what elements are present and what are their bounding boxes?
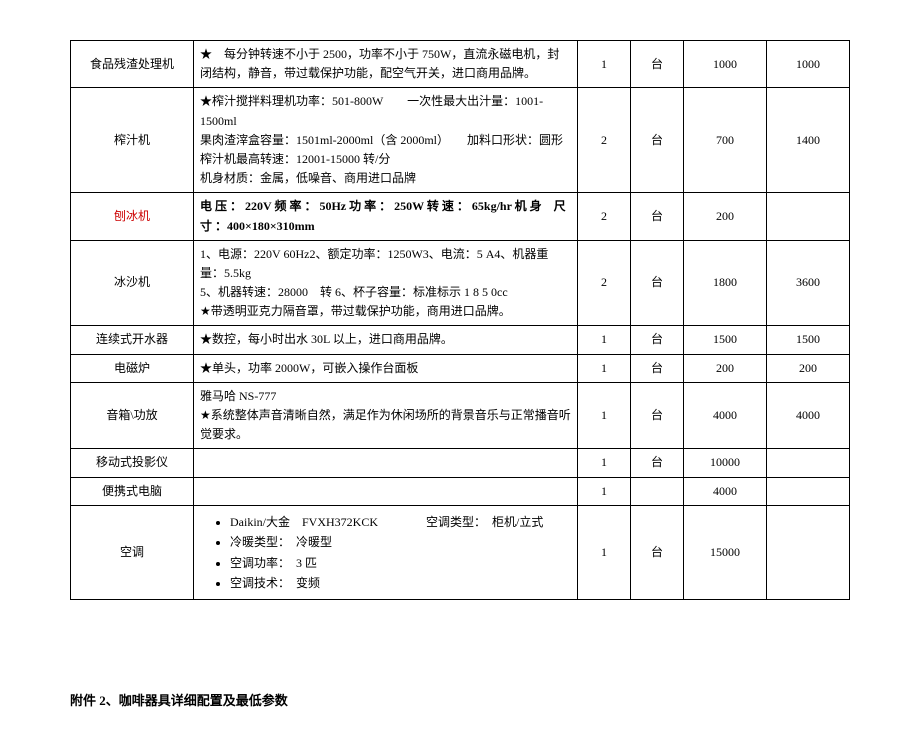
- item-name: 冰沙机: [71, 240, 194, 326]
- item-qty: 2: [578, 88, 631, 193]
- item-price: 1800: [684, 240, 767, 326]
- item-price: 15000: [684, 505, 767, 600]
- table-row: 冰沙机1、电源：220V 60Hz2、额定功率：1250W3、电流：5 A4、机…: [71, 240, 850, 326]
- item-price: 200: [684, 354, 767, 382]
- item-unit: 台: [631, 449, 684, 477]
- item-name: 音箱\功放: [71, 382, 194, 449]
- item-total: 1000: [767, 41, 850, 88]
- item-spec: [194, 449, 578, 477]
- item-qty: 1: [578, 477, 631, 505]
- item-spec: 电 压 ： 220V 频 率 ： 50Hz 功 率 ： 250W 转 速 ： 6…: [194, 193, 578, 240]
- item-spec: Daikin/大金 FVXH372KCK 空调类型： 柜机/立式冷暖类型： 冷暖…: [194, 505, 578, 600]
- item-unit: [631, 477, 684, 505]
- item-spec: ★ 每分钟转速不小于 2500，功率不小于 750W，直流永磁电机，封闭结构，静…: [194, 41, 578, 88]
- item-unit: 台: [631, 41, 684, 88]
- item-total: 1500: [767, 326, 850, 354]
- item-total: 4000: [767, 382, 850, 449]
- item-qty: 1: [578, 354, 631, 382]
- equipment-table: 食品残渣处理机★ 每分钟转速不小于 2500，功率不小于 750W，直流永磁电机…: [70, 40, 850, 600]
- item-unit: 台: [631, 88, 684, 193]
- table-row: 食品残渣处理机★ 每分钟转速不小于 2500，功率不小于 750W，直流永磁电机…: [71, 41, 850, 88]
- item-name: 电磁炉: [71, 354, 194, 382]
- item-price: 1500: [684, 326, 767, 354]
- item-spec: 1、电源：220V 60Hz2、额定功率：1250W3、电流：5 A4、机器重量…: [194, 240, 578, 326]
- item-unit: 台: [631, 505, 684, 600]
- item-name: 移动式投影仪: [71, 449, 194, 477]
- item-name: 食品残渣处理机: [71, 41, 194, 88]
- item-unit: 台: [631, 326, 684, 354]
- table-row: 刨冰机电 压 ： 220V 频 率 ： 50Hz 功 率 ： 250W 转 速 …: [71, 193, 850, 240]
- item-unit: 台: [631, 382, 684, 449]
- item-price: 700: [684, 88, 767, 193]
- item-qty: 1: [578, 326, 631, 354]
- item-qty: 1: [578, 41, 631, 88]
- item-price: 4000: [684, 382, 767, 449]
- item-total: [767, 193, 850, 240]
- attachment-heading: 附件 2、咖啡器具详细配置及最低参数: [70, 690, 850, 709]
- table-row: 移动式投影仪 1台10000: [71, 449, 850, 477]
- item-spec: [194, 477, 578, 505]
- table-row: 连续式开水器★数控，每小时出水 30L 以上，进口商用品牌。1台15001500: [71, 326, 850, 354]
- item-name: 连续式开水器: [71, 326, 194, 354]
- item-qty: 1: [578, 449, 631, 477]
- table-row: 便携式电脑 1 4000: [71, 477, 850, 505]
- item-qty: 1: [578, 505, 631, 600]
- item-name: 空调: [71, 505, 194, 600]
- item-price: 1000: [684, 41, 767, 88]
- item-name: 便携式电脑: [71, 477, 194, 505]
- item-name: 刨冰机: [71, 193, 194, 240]
- item-qty: 2: [578, 240, 631, 326]
- item-spec: ★单头，功率 2000W，可嵌入操作台面板: [194, 354, 578, 382]
- item-total: 3600: [767, 240, 850, 326]
- item-price: 200: [684, 193, 767, 240]
- item-spec: 雅马哈 NS-777★系统整体声音清晰自然，满足作为休闲场所的背景音乐与正常播音…: [194, 382, 578, 449]
- item-qty: 1: [578, 382, 631, 449]
- item-unit: 台: [631, 354, 684, 382]
- table-row: 空调Daikin/大金 FVXH372KCK 空调类型： 柜机/立式冷暖类型： …: [71, 505, 850, 600]
- item-total: 200: [767, 354, 850, 382]
- item-total: 1400: [767, 88, 850, 193]
- item-unit: 台: [631, 193, 684, 240]
- item-name: 榨汁机: [71, 88, 194, 193]
- item-total: [767, 505, 850, 600]
- table-row: 音箱\功放雅马哈 NS-777★系统整体声音清晰自然，满足作为休闲场所的背景音乐…: [71, 382, 850, 449]
- item-price: 10000: [684, 449, 767, 477]
- item-spec: ★榨汁搅拌料理机功率：501-800W 一次性最大出汁量：1001-1500ml…: [194, 88, 578, 193]
- item-total: [767, 449, 850, 477]
- item-price: 4000: [684, 477, 767, 505]
- table-row: 榨汁机★榨汁搅拌料理机功率：501-800W 一次性最大出汁量：1001-150…: [71, 88, 850, 193]
- table-row: 电磁炉★单头，功率 2000W，可嵌入操作台面板1台200200: [71, 354, 850, 382]
- item-total: [767, 477, 850, 505]
- item-unit: 台: [631, 240, 684, 326]
- item-spec: ★数控，每小时出水 30L 以上，进口商用品牌。: [194, 326, 578, 354]
- item-qty: 2: [578, 193, 631, 240]
